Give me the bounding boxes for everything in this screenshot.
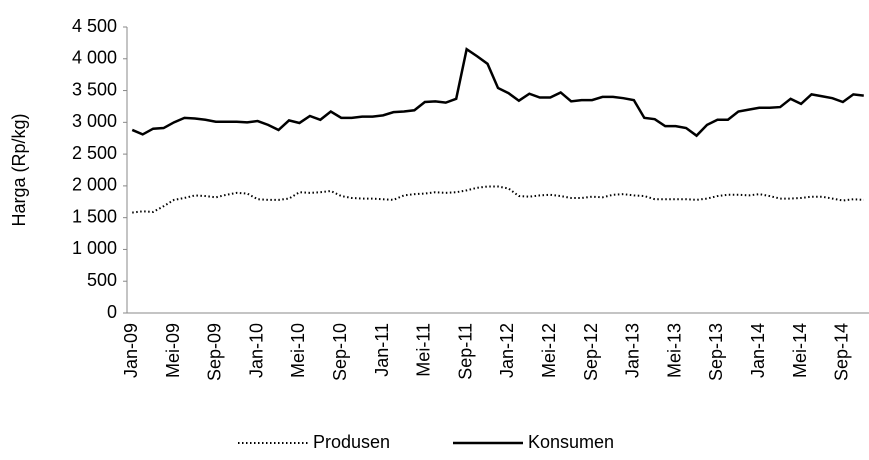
x-tick-label: Mei-12 (539, 323, 559, 378)
legend-label: Konsumen (528, 432, 614, 452)
x-tick-label: Sep-14 (832, 323, 852, 381)
y-tick-label: 2 500 (72, 143, 117, 163)
x-tick-label: Mei-13 (664, 323, 684, 378)
x-tick-label: Sep-12 (581, 323, 601, 381)
x-tick-label: Mei-11 (414, 323, 434, 377)
x-tick-label: Mei-10 (288, 323, 308, 378)
x-tick-label: Sep-11 (455, 323, 475, 380)
y-tick-label: 4 500 (72, 16, 117, 36)
x-tick-label: Sep-13 (706, 323, 726, 381)
y-tick-label: 4 000 (72, 48, 117, 68)
x-tick-label: Mei-14 (790, 323, 810, 378)
y-tick-label: 0 (107, 302, 117, 322)
x-tick-label: Mei-09 (163, 323, 183, 378)
legend-label: Produsen (313, 432, 390, 452)
x-tick-label: Jan-10 (246, 323, 266, 378)
x-tick-label: Jan-12 (497, 323, 517, 378)
line-series (132, 185, 864, 214)
line-series (131, 47, 864, 138)
y-tick-label: 2 000 (72, 175, 117, 195)
x-tick-label: Jan-14 (748, 323, 768, 378)
y-tick-label: 500 (87, 270, 117, 290)
x-tick-label: Sep-10 (330, 323, 350, 381)
x-tick-label: Jan-09 (121, 323, 141, 378)
y-tick-label: 3 000 (72, 111, 117, 131)
x-tick-label: Jan-11 (372, 323, 392, 377)
y-tick-label: 1 000 (72, 238, 117, 258)
x-tick-label: Jan-13 (623, 323, 643, 378)
y-axis-title: Harga (Rp/kg) (9, 113, 29, 226)
y-tick-label: 1 500 (72, 206, 117, 226)
x-tick-label: Sep-09 (205, 323, 225, 381)
y-tick-label: 3 500 (72, 79, 117, 99)
